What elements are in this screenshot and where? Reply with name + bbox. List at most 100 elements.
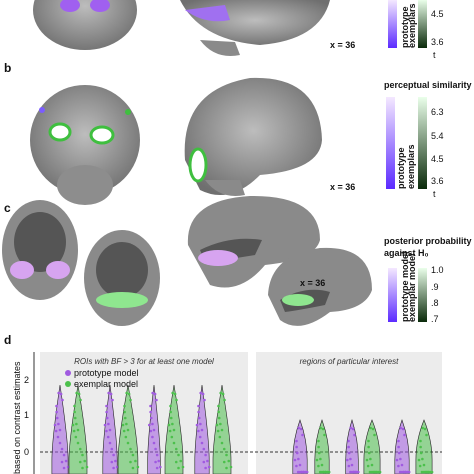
violin-dot — [225, 453, 228, 457]
violin-dot — [422, 463, 426, 467]
violin-dot — [56, 435, 60, 439]
colorbar-tick: 6.3 — [431, 107, 444, 117]
violin-dot — [171, 391, 174, 395]
violin-dot — [297, 457, 300, 461]
violin-dot — [368, 470, 372, 474]
violin-dot — [221, 392, 225, 396]
violin-dot — [110, 460, 114, 464]
violin-dot — [81, 466, 84, 470]
violin-dot — [81, 453, 84, 457]
colorbar-label: prototype model — [400, 251, 410, 322]
violin-dot — [124, 435, 128, 439]
legend-entry: exemplar model — [74, 379, 138, 389]
violin-dot — [373, 433, 376, 437]
violin-dot — [319, 457, 322, 461]
panel-title: regions of particular interest — [300, 357, 399, 366]
violin-dot — [420, 470, 424, 474]
violin-dot — [207, 465, 211, 469]
violin-dot — [152, 428, 156, 432]
violin-dot — [419, 439, 422, 443]
violin-dot — [169, 404, 172, 408]
violin-dot — [174, 460, 178, 464]
violin-dot — [353, 433, 356, 437]
violin-dot — [167, 423, 171, 427]
violin-dot — [195, 423, 199, 427]
violin-dot — [419, 445, 422, 449]
violin-dot — [105, 410, 108, 414]
violin-dot — [220, 428, 224, 432]
violin-dot — [426, 470, 430, 474]
violin-dot — [225, 466, 228, 470]
violin-dot — [129, 447, 132, 451]
y-label: based on contrast estimates — [12, 361, 22, 474]
colorbar-tick: 1.0 — [431, 265, 444, 275]
violin-dot — [323, 433, 326, 437]
violin-dot — [398, 470, 402, 474]
violin-dot — [151, 422, 154, 426]
violin-dot — [58, 441, 62, 445]
panel-letter: c — [4, 201, 11, 215]
violin-dot — [125, 422, 128, 426]
y-tick: 1 — [24, 410, 29, 420]
violin-dot — [202, 460, 206, 464]
violin-dot — [320, 470, 324, 474]
panel-letter: b — [4, 61, 11, 75]
violin-dot — [217, 404, 220, 408]
violin-dot — [131, 466, 135, 470]
violin-dot — [174, 447, 178, 451]
colorbar-label: prototype — [396, 148, 406, 190]
violin-dot — [62, 466, 66, 470]
violin-dot — [402, 470, 406, 474]
colorbar-tick: 3.6 — [431, 37, 444, 47]
violin-dot — [153, 392, 157, 396]
colorbar-title: posterior probability — [384, 236, 472, 246]
violin-dot — [298, 463, 302, 467]
violin — [394, 419, 410, 474]
violin-dot — [365, 458, 369, 462]
violin-dot — [55, 404, 58, 408]
violin-dot — [423, 427, 427, 431]
violin-dot — [175, 398, 178, 402]
violin-dot — [112, 466, 115, 470]
violin-dot — [123, 410, 126, 414]
violin-dot — [129, 460, 132, 464]
violin-dot — [58, 428, 62, 432]
violin-dot — [370, 470, 374, 474]
colorbar-unit: t — [433, 189, 436, 199]
violin-dot — [305, 470, 309, 474]
violin-dot — [121, 423, 125, 427]
violin-dot — [222, 460, 226, 464]
violin-dot — [62, 453, 66, 457]
violin-dot — [374, 470, 378, 474]
violin-dot — [203, 398, 206, 402]
violin-dot — [77, 392, 81, 396]
violin-dot — [75, 391, 78, 395]
violin-dot — [218, 435, 222, 439]
colorbar-tick: 4.5 — [431, 9, 444, 19]
violin-dot — [300, 470, 304, 474]
violin-dot — [407, 470, 411, 474]
panel-d: d ROIs with BF > 3 for at least one mode… — [4, 333, 442, 474]
violin-dot — [60, 447, 64, 451]
violin-dot — [149, 410, 152, 414]
violin-dot — [367, 451, 371, 455]
violin-dot — [369, 426, 372, 430]
violin — [292, 419, 308, 474]
violin-dot — [197, 429, 200, 433]
violin-dot — [317, 445, 320, 449]
violin — [345, 419, 359, 474]
violin-dot — [79, 398, 82, 402]
violin-dot — [154, 447, 157, 451]
violin-dot — [401, 427, 405, 431]
violin-dot — [296, 470, 300, 474]
violin-dot — [151, 391, 154, 395]
violin-dot — [151, 435, 154, 439]
violin-dot — [204, 453, 207, 457]
violin-dot — [425, 433, 428, 437]
violin-dot — [54, 429, 58, 433]
violin-dot — [400, 470, 404, 474]
violin-dot — [220, 441, 224, 445]
violin-dot — [107, 422, 110, 426]
violin-dot — [197, 410, 200, 414]
violin-dot — [198, 435, 202, 439]
